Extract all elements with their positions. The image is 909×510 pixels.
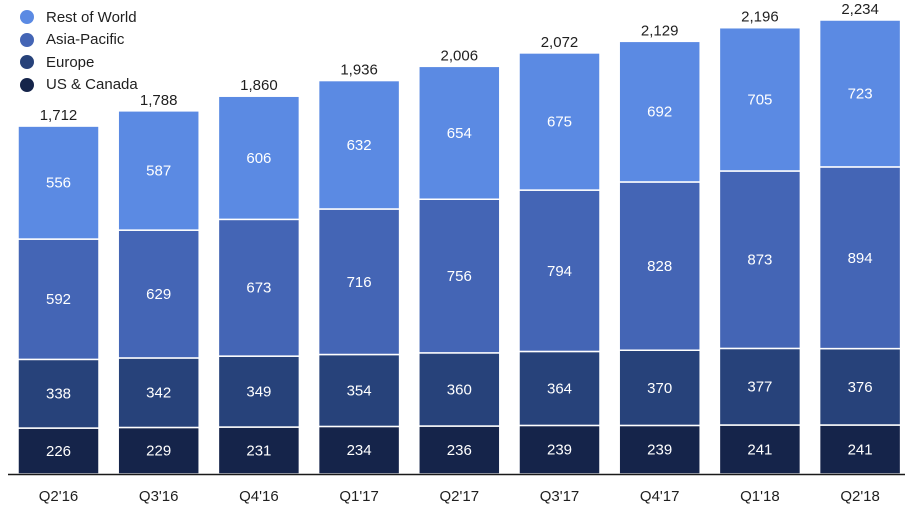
data-label-europe-q3-17: 364 xyxy=(547,380,572,397)
data-label-rest-of-world-q2-18: 723 xyxy=(848,85,873,102)
bar-asia-pacific-q4-16 xyxy=(217,218,301,357)
data-label-rest-of-world-q3-17: 675 xyxy=(547,114,572,131)
data-label-rest-of-world-q2-17: 654 xyxy=(447,125,472,142)
data-label-us-and-canada-q3-17: 239 xyxy=(547,442,572,459)
data-label-us-and-canada-q4-16: 231 xyxy=(246,443,271,460)
data-label-asia-pacific-q1-17: 716 xyxy=(347,274,372,291)
data-label-us-and-canada-q1-17: 234 xyxy=(347,442,372,459)
legend-label-europe: Europe xyxy=(46,53,95,71)
bar-us-and-canada-q2-18 xyxy=(818,424,902,475)
data-label-asia-pacific-q2-18: 894 xyxy=(848,250,873,267)
bar-europe-q3-16 xyxy=(117,357,200,429)
bar-us-and-canada-q4-16 xyxy=(217,426,301,475)
data-label-europe-q2-17: 360 xyxy=(447,381,472,398)
data-label-europe-q2-18: 376 xyxy=(848,379,873,396)
bar-asia-pacific-q1-17 xyxy=(317,208,401,356)
legend-swatch-rest-of-world xyxy=(20,10,34,25)
bar-us-and-canada-q2-16 xyxy=(17,427,100,475)
total-label-q2-17: 2,006 xyxy=(441,47,479,64)
legend-label-us-canada: US & Canada xyxy=(46,76,138,94)
bar-rest-of-world-q1-17 xyxy=(317,79,401,210)
bar-rest-of-world-q4-17 xyxy=(618,40,701,183)
data-label-europe-q4-16: 349 xyxy=(246,384,271,401)
legend-item-asia-pacific: Asia-Pacific xyxy=(20,29,138,52)
data-label-us-and-canada-q3-16: 229 xyxy=(146,443,171,460)
bar-rest-of-world-q1-18 xyxy=(718,26,802,172)
data-label-asia-pacific-q4-16: 673 xyxy=(246,280,271,297)
total-label-q2-16: 1,712 xyxy=(40,107,78,124)
bar-asia-pacific-q3-16 xyxy=(117,229,200,359)
bar-us-and-canada-q3-16 xyxy=(117,426,200,475)
bar-rest-of-world-q2-16 xyxy=(17,125,100,240)
x-tick-label-q4-16: Q4'16 xyxy=(239,488,279,505)
bar-asia-pacific-q2-16 xyxy=(17,238,100,361)
data-label-us-and-canada-q1-18: 241 xyxy=(747,442,772,459)
total-label-q1-17: 1,936 xyxy=(340,62,378,79)
data-label-europe-q3-16: 342 xyxy=(146,385,171,402)
bar-rest-of-world-q2-18 xyxy=(818,19,902,168)
bar-asia-pacific-q3-17 xyxy=(518,189,601,353)
total-label-q2-18: 2,234 xyxy=(841,1,879,18)
data-label-asia-pacific-q3-17: 794 xyxy=(547,263,572,280)
legend-item-rest-of-world: Rest of World xyxy=(20,6,138,29)
bar-europe-q4-17 xyxy=(618,349,701,427)
data-label-us-and-canada-q4-17: 239 xyxy=(647,442,672,459)
x-tick-label-q4-17: Q4'17 xyxy=(640,488,680,505)
x-tick-label-q2-17: Q2'17 xyxy=(440,488,480,505)
total-label-q4-16: 1,860 xyxy=(240,77,278,94)
data-label-asia-pacific-q2-17: 756 xyxy=(447,268,472,285)
bar-us-and-canada-q1-17 xyxy=(317,425,401,475)
data-label-rest-of-world-q1-18: 705 xyxy=(747,91,772,108)
data-label-us-and-canada-q2-16: 226 xyxy=(46,443,71,460)
total-label-q1-18: 2,196 xyxy=(741,9,779,26)
total-label-q4-17: 2,129 xyxy=(641,22,679,39)
data-label-asia-pacific-q4-17: 828 xyxy=(647,258,672,275)
x-tick-label-q2-16: Q2'16 xyxy=(39,488,79,505)
legend-item-us-canada: US & Canada xyxy=(20,74,138,97)
x-tick-label-q1-17: Q1'17 xyxy=(339,488,379,505)
data-label-rest-of-world-q1-17: 632 xyxy=(347,137,372,154)
data-label-asia-pacific-q2-16: 592 xyxy=(46,291,71,308)
data-label-us-and-canada-q2-18: 241 xyxy=(848,442,873,459)
bar-europe-q4-16 xyxy=(217,355,301,428)
data-label-asia-pacific-q1-18: 873 xyxy=(747,252,772,269)
bar-asia-pacific-q2-18 xyxy=(818,166,902,350)
data-label-europe-q1-17: 354 xyxy=(347,382,372,399)
legend-swatch-europe xyxy=(20,55,34,70)
data-label-asia-pacific-q3-16: 629 xyxy=(146,286,171,303)
legend: Rest of World Asia-Pacific Europe US & C… xyxy=(20,6,138,96)
x-tick-label-q3-16: Q3'16 xyxy=(139,488,179,505)
data-label-europe-q4-17: 370 xyxy=(647,380,672,397)
bar-europe-q2-16 xyxy=(17,358,100,429)
bar-asia-pacific-q2-17 xyxy=(418,198,501,354)
bar-rest-of-world-q3-16 xyxy=(117,110,200,231)
bar-europe-q3-17 xyxy=(518,350,601,427)
data-label-rest-of-world-q4-17: 692 xyxy=(647,104,672,121)
bar-asia-pacific-q1-18 xyxy=(718,170,802,350)
x-tick-label-q2-18: Q2'18 xyxy=(840,488,880,505)
total-label-q3-16: 1,788 xyxy=(140,92,178,109)
legend-item-europe: Europe xyxy=(20,51,138,74)
data-label-rest-of-world-q4-16: 606 xyxy=(246,150,271,167)
legend-label-asia-pacific: Asia-Pacific xyxy=(46,31,125,49)
legend-swatch-asia-pacific xyxy=(20,32,34,47)
bar-rest-of-world-q4-16 xyxy=(217,95,301,221)
x-tick-label-q1-18: Q1'18 xyxy=(740,488,780,505)
x-tick-label-q3-17: Q3'17 xyxy=(540,488,580,505)
bar-us-and-canada-q2-17 xyxy=(418,425,501,475)
legend-label-rest-of-world: Rest of World xyxy=(46,8,137,26)
legend-swatch-us-canada xyxy=(20,77,34,92)
bar-rest-of-world-q2-17 xyxy=(418,65,501,200)
data-label-europe-q2-16: 338 xyxy=(46,386,71,403)
data-label-rest-of-world-q2-16: 556 xyxy=(46,175,71,192)
data-label-europe-q1-18: 377 xyxy=(747,379,772,396)
bar-asia-pacific-q4-17 xyxy=(618,181,701,351)
bar-europe-q1-18 xyxy=(718,347,802,426)
data-label-rest-of-world-q3-16: 587 xyxy=(146,162,171,179)
total-label-q3-17: 2,072 xyxy=(541,34,579,51)
bar-rest-of-world-q3-17 xyxy=(518,52,601,191)
data-label-us-and-canada-q2-17: 236 xyxy=(447,442,472,459)
